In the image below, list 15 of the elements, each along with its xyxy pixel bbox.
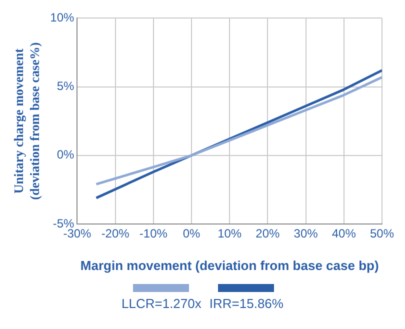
x-tick-label: 50% [370, 226, 394, 241]
legend-label: IRR=15.86% [208, 296, 284, 311]
x-tick-label: 40% [332, 226, 356, 241]
y-tick-label: 0% [56, 148, 75, 162]
y-tick-label: 10% [50, 10, 75, 25]
x-tick-label: 10% [218, 226, 242, 241]
x-tick-label: -10% [139, 226, 168, 241]
y-tick-label: 5% [56, 79, 75, 94]
x-tick-label: 0% [182, 226, 201, 241]
x-tick-label: 20% [256, 226, 280, 241]
legend-label: LLCR=1.270x [120, 296, 202, 311]
x-axis-title: Margin movement (deviation from base case bp) [80, 258, 379, 273]
x-tick-label: -20% [101, 226, 130, 241]
x-tick-label: 30% [294, 226, 318, 241]
y-axis-title: Unitary charge movement (deviation from base case%) [11, 42, 42, 200]
